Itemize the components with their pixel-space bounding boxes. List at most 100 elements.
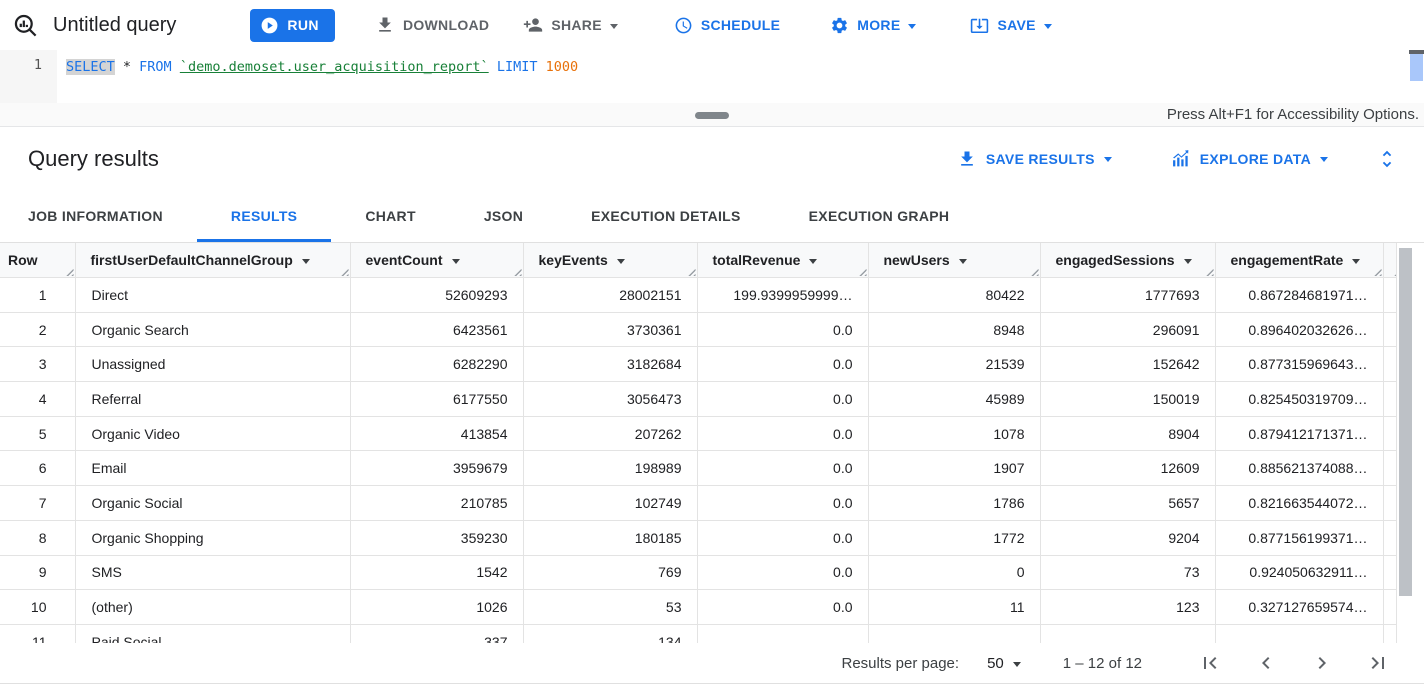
gear-icon bbox=[830, 16, 849, 35]
save-results-label: SAVE RESULTS bbox=[985, 150, 1095, 167]
unfold-more-icon bbox=[1376, 148, 1398, 170]
column-resize-handle[interactable] bbox=[64, 267, 74, 276]
page-size-select[interactable]: 50 bbox=[987, 655, 1021, 672]
row-number-cell: 9 bbox=[0, 555, 76, 591]
share-button[interactable]: SHARE bbox=[513, 7, 628, 43]
explore-data-label: EXPLORE DATA bbox=[1199, 150, 1311, 167]
sql-code-line: SELECT * FROM `demo.demoset.user_acquisi… bbox=[66, 57, 578, 77]
cell-keyEvents: 102749 bbox=[523, 485, 698, 521]
column-menu-arrow-icon[interactable] bbox=[1352, 258, 1361, 268]
column-header-Row: Row bbox=[0, 243, 76, 278]
query-results-title: Query results bbox=[28, 145, 159, 171]
results-per-page-label: Results per page: bbox=[841, 654, 960, 672]
sql-space bbox=[537, 59, 545, 75]
editor-scrollbar[interactable] bbox=[1409, 50, 1424, 103]
sql-limit-value: 1000 bbox=[545, 59, 579, 75]
column-header-engagementRate: engagementRate bbox=[1215, 243, 1384, 278]
row-number-cell: 2 bbox=[0, 312, 76, 348]
column-resize-handle[interactable] bbox=[1029, 267, 1039, 276]
cell-totalRevenue bbox=[697, 624, 869, 643]
cell-keyEvents: 3730361 bbox=[523, 312, 698, 348]
first-page-button[interactable] bbox=[1198, 651, 1222, 675]
cell-newUsers: 45989 bbox=[868, 381, 1041, 417]
tab-execution-details[interactable]: EXECUTION DETAILS bbox=[591, 208, 741, 224]
column-resize-handle[interactable] bbox=[339, 267, 349, 276]
cell-engagedSessions: 12609 bbox=[1040, 450, 1216, 487]
tab-chart[interactable]: CHART bbox=[365, 208, 416, 224]
cell-engagementRate: 0.821663544072… bbox=[1215, 485, 1384, 521]
table-row: 3 Unassigned 6282290 3182684 0.0 21539 152642 0… bbox=[0, 346, 1397, 383]
results-scrollbar-thumb[interactable] bbox=[1399, 248, 1412, 596]
more-label: MORE bbox=[857, 17, 901, 33]
last-page-icon bbox=[1371, 657, 1384, 669]
table-row: 2 Organic Search 6423561 3730361 0.0 8948 2960… bbox=[0, 312, 1397, 348]
collapse-expand-results-button[interactable] bbox=[1376, 148, 1398, 170]
previous-page-button[interactable] bbox=[1254, 651, 1278, 675]
cell-clipped bbox=[1383, 381, 1397, 417]
cell-newUsers: 1907 bbox=[868, 450, 1041, 487]
splitter-drag-handle[interactable] bbox=[695, 112, 729, 119]
column-resize-handle[interactable] bbox=[1392, 267, 1395, 276]
cell-totalRevenue: 199.9399959999… bbox=[697, 277, 869, 313]
column-menu-arrow-icon[interactable] bbox=[1183, 258, 1192, 268]
download-button[interactable]: DOWNLOAD bbox=[365, 7, 499, 43]
cell-eventCount: 359230 bbox=[350, 520, 524, 556]
query-magnifier-icon bbox=[12, 12, 39, 39]
results-scrollbar[interactable] bbox=[1399, 244, 1412, 642]
save-results-download-icon bbox=[957, 149, 977, 169]
column-label: keyEvents bbox=[538, 252, 608, 268]
column-resize-handle[interactable] bbox=[686, 267, 696, 276]
column-label: engagementRate bbox=[1230, 252, 1344, 268]
run-button[interactable]: RUN bbox=[250, 8, 335, 42]
sql-table-reference-link[interactable]: `demo.demoset.user_acquisition_report` bbox=[179, 59, 489, 75]
cell-engagementRate: 0.924050632911… bbox=[1215, 555, 1384, 591]
column-resize-handle[interactable] bbox=[1372, 267, 1382, 276]
table-row: 1 Direct 52609293 28002151 199.9399959999… 80… bbox=[0, 277, 1397, 313]
cell-newUsers: 1772 bbox=[868, 520, 1041, 556]
first-page-icon bbox=[1204, 657, 1217, 669]
next-page-button[interactable] bbox=[1310, 651, 1334, 675]
column-menu-arrow-icon[interactable] bbox=[451, 258, 460, 268]
column-resize-handle[interactable] bbox=[857, 267, 867, 276]
cell-firstUserDefaultChannelGroup: Unassigned bbox=[75, 346, 351, 383]
sql-space bbox=[489, 59, 497, 75]
cell-keyEvents: 3182684 bbox=[523, 346, 698, 383]
cell-firstUserDefaultChannelGroup: (other) bbox=[75, 589, 351, 625]
tab-results[interactable]: RESULTS bbox=[196, 190, 332, 242]
tab-json[interactable]: JSON bbox=[483, 208, 524, 224]
cell-engagedSessions: 5657 bbox=[1040, 485, 1216, 521]
cell-engagedSessions: 8904 bbox=[1040, 416, 1216, 452]
save-button[interactable]: SAVE bbox=[960, 7, 1061, 43]
tab-execution-graph[interactable]: EXECUTION GRAPH bbox=[808, 208, 950, 224]
more-button[interactable]: MORE bbox=[820, 7, 926, 43]
cell-keyEvents: 134 bbox=[523, 624, 698, 643]
tab-job-information[interactable]: JOB INFORMATION bbox=[28, 208, 163, 224]
sql-editor[interactable]: 1 SELECT * FROM `demo.demoset.user_acqui… bbox=[0, 50, 1424, 103]
save-results-button[interactable]: SAVE RESULTS bbox=[951, 148, 1118, 170]
cell-engagedSessions: 9204 bbox=[1040, 520, 1216, 556]
explore-data-button[interactable]: EXPLORE DATA bbox=[1164, 147, 1334, 170]
column-menu-arrow-icon[interactable] bbox=[616, 258, 625, 268]
cell-eventCount: 210785 bbox=[350, 485, 524, 521]
editor-scrollbar-thumb[interactable] bbox=[1410, 54, 1423, 81]
page-size-value: 50 bbox=[987, 654, 1004, 672]
table-row: 8 Organic Shopping 359230 180185 0.0 1772 9204… bbox=[0, 520, 1397, 556]
column-resize-handle[interactable] bbox=[512, 267, 522, 276]
share-label: SHARE bbox=[551, 17, 602, 33]
column-resize-handle[interactable] bbox=[1204, 267, 1214, 276]
column-menu-arrow-icon[interactable] bbox=[958, 258, 967, 268]
cell-engagedSessions bbox=[1040, 624, 1216, 643]
chevron-down-icon bbox=[1012, 661, 1021, 671]
column-label: newUsers bbox=[883, 252, 950, 268]
last-page-button[interactable] bbox=[1366, 651, 1390, 675]
schedule-button[interactable]: SCHEDULE bbox=[664, 7, 790, 43]
results-tab-bar: JOB INFORMATION RESULTS CHART JSON EXECUTION… bbox=[0, 190, 1424, 242]
column-header-engagedSessions: engagedSessions bbox=[1040, 243, 1216, 278]
cell-engagementRate: 0.877156199371… bbox=[1215, 520, 1384, 556]
column-menu-arrow-icon[interactable] bbox=[809, 258, 818, 268]
cell-eventCount: 337 bbox=[350, 624, 524, 643]
column-menu-arrow-icon[interactable] bbox=[301, 258, 310, 268]
row-number-cell: 4 bbox=[0, 381, 76, 417]
cell-eventCount: 413854 bbox=[350, 416, 524, 452]
query-results-header: Query results SAVE RESULTS EXPLORE DATA bbox=[0, 127, 1424, 190]
